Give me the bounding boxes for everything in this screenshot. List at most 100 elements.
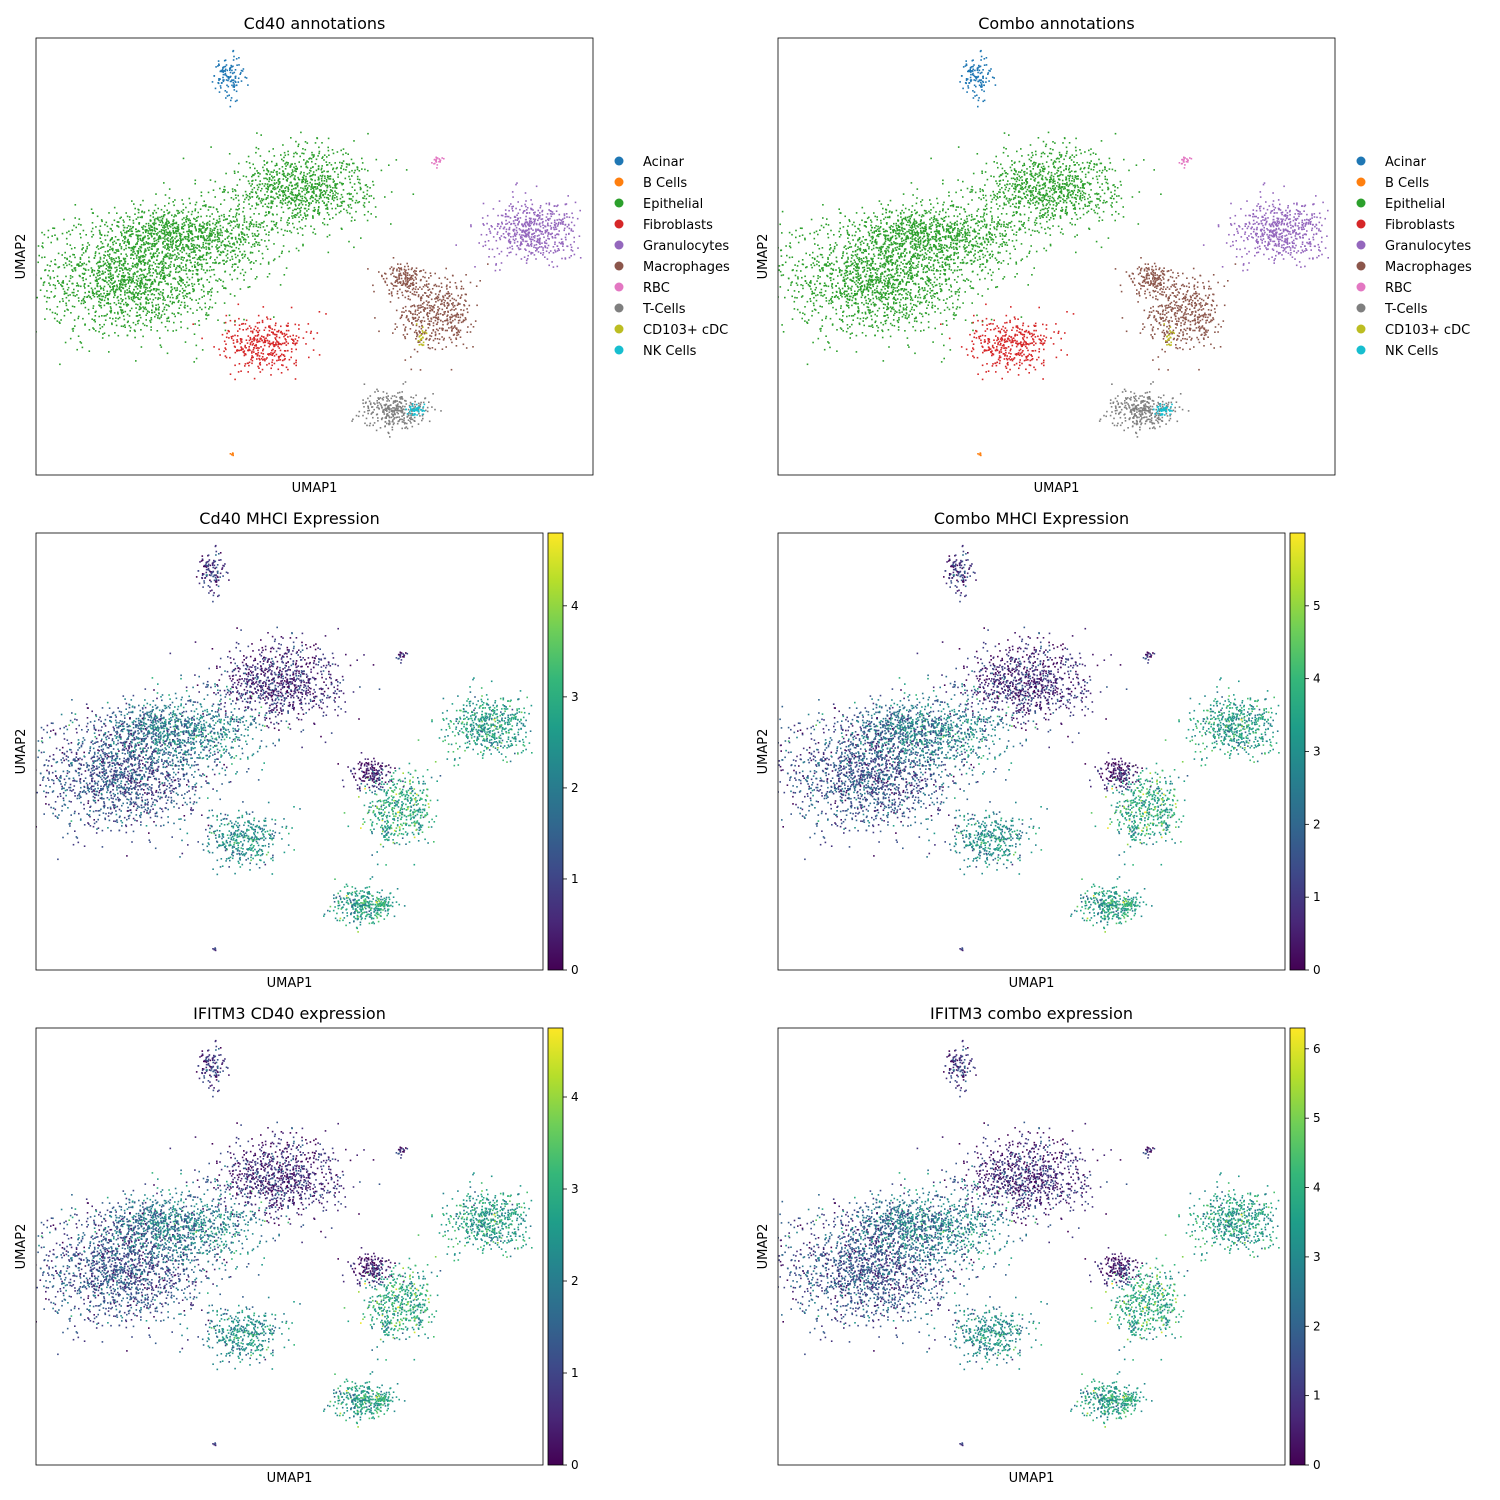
scatter-point [48,269,50,272]
scatter-point [119,286,121,288]
scatter-point [252,342,255,345]
scatter-point [247,349,250,352]
scatter-point [219,354,221,356]
scatter-point [68,263,71,266]
scatter-point [153,222,155,224]
scatter-point [422,269,425,271]
scatter-point [538,234,540,237]
scatter-point [246,227,248,230]
scatter-point [310,167,312,169]
scatter-point [188,278,191,281]
scatter-point [163,236,166,238]
scatter-point [523,210,526,212]
scatter-point [77,290,79,292]
scatter-point [180,284,182,287]
scatter-point [279,349,282,352]
scatter-point [172,227,174,230]
scatter-point [550,226,553,229]
scatter-point [266,248,269,250]
scatter-point [320,196,322,199]
scatter-point [360,237,362,239]
scatter-point [181,251,183,254]
scatter-point [188,229,190,231]
scatter-point [420,311,422,313]
scatter-point [433,307,435,309]
scatter-point [147,222,150,225]
scatter-point [166,226,168,228]
scatter-point [214,180,217,183]
scatter-point [415,338,417,340]
scatter-point [194,209,196,212]
scatter-point [39,289,42,291]
scatter-point [177,224,180,226]
scatter-point [285,341,288,343]
scatter-point [272,184,274,187]
scatter-point [122,299,124,301]
scatter-point [33,255,35,257]
scatter-point [219,232,221,234]
scatter-point [235,197,237,199]
scatter-point [432,316,435,319]
scatter-point [537,247,539,249]
scatter-point [78,218,81,220]
scatter-point [159,270,162,273]
scatter-point [512,210,514,212]
scatter-point [250,268,252,270]
scatter-point [319,174,322,177]
scatter-point [108,334,110,337]
scatter-point [144,243,146,246]
scatter-point [77,263,80,265]
scatter-point [252,163,254,166]
scatter-point [220,70,223,73]
scatter-point [501,223,503,225]
scatter-point [158,230,161,233]
scatter-point [455,314,457,316]
scatter-point [325,180,328,183]
scatter-point [149,271,151,274]
scatter-point [539,205,542,207]
scatter-point [294,151,297,154]
scatter-point [139,307,142,310]
scatter-point [85,234,87,236]
scatter-point [536,229,539,231]
scatter-point [218,91,221,93]
scatter-point [454,325,456,327]
scatter-point [289,230,291,232]
scatter-point [305,204,307,206]
scatter-point [226,75,228,78]
scatter-point [256,204,258,206]
scatter-point [134,323,137,326]
scatter-point [113,219,116,222]
scatter-point [247,155,250,158]
scatter-point [496,231,499,233]
scatter-point [331,207,333,210]
scatter-point [442,323,444,326]
scatter-point [143,274,145,277]
scatter-point [214,302,217,304]
scatter-point [177,252,179,254]
scatter-point [531,233,534,236]
scatter-point [175,246,177,249]
scatter-point [520,205,523,207]
scatter-point [407,319,409,321]
scatter-point [290,306,293,309]
scatter-point [136,283,138,286]
scatter-point [402,272,405,274]
scatter-point [230,99,232,102]
scatter-point [229,105,232,108]
scatter-point [446,307,448,309]
scatter-point [138,305,141,308]
scatter-point [108,263,111,266]
scatter-point [128,291,131,294]
scatter-point [99,298,102,301]
scatter-point [188,240,190,242]
scatter-point [318,206,320,208]
scatter-point [123,276,125,278]
scatter-point [99,233,101,235]
scatter-point [560,242,562,245]
scatter-point [332,187,334,189]
scatter-point [266,191,268,193]
scatter-point [354,189,356,191]
scatter-point [246,362,249,365]
scatter-point [177,212,179,215]
